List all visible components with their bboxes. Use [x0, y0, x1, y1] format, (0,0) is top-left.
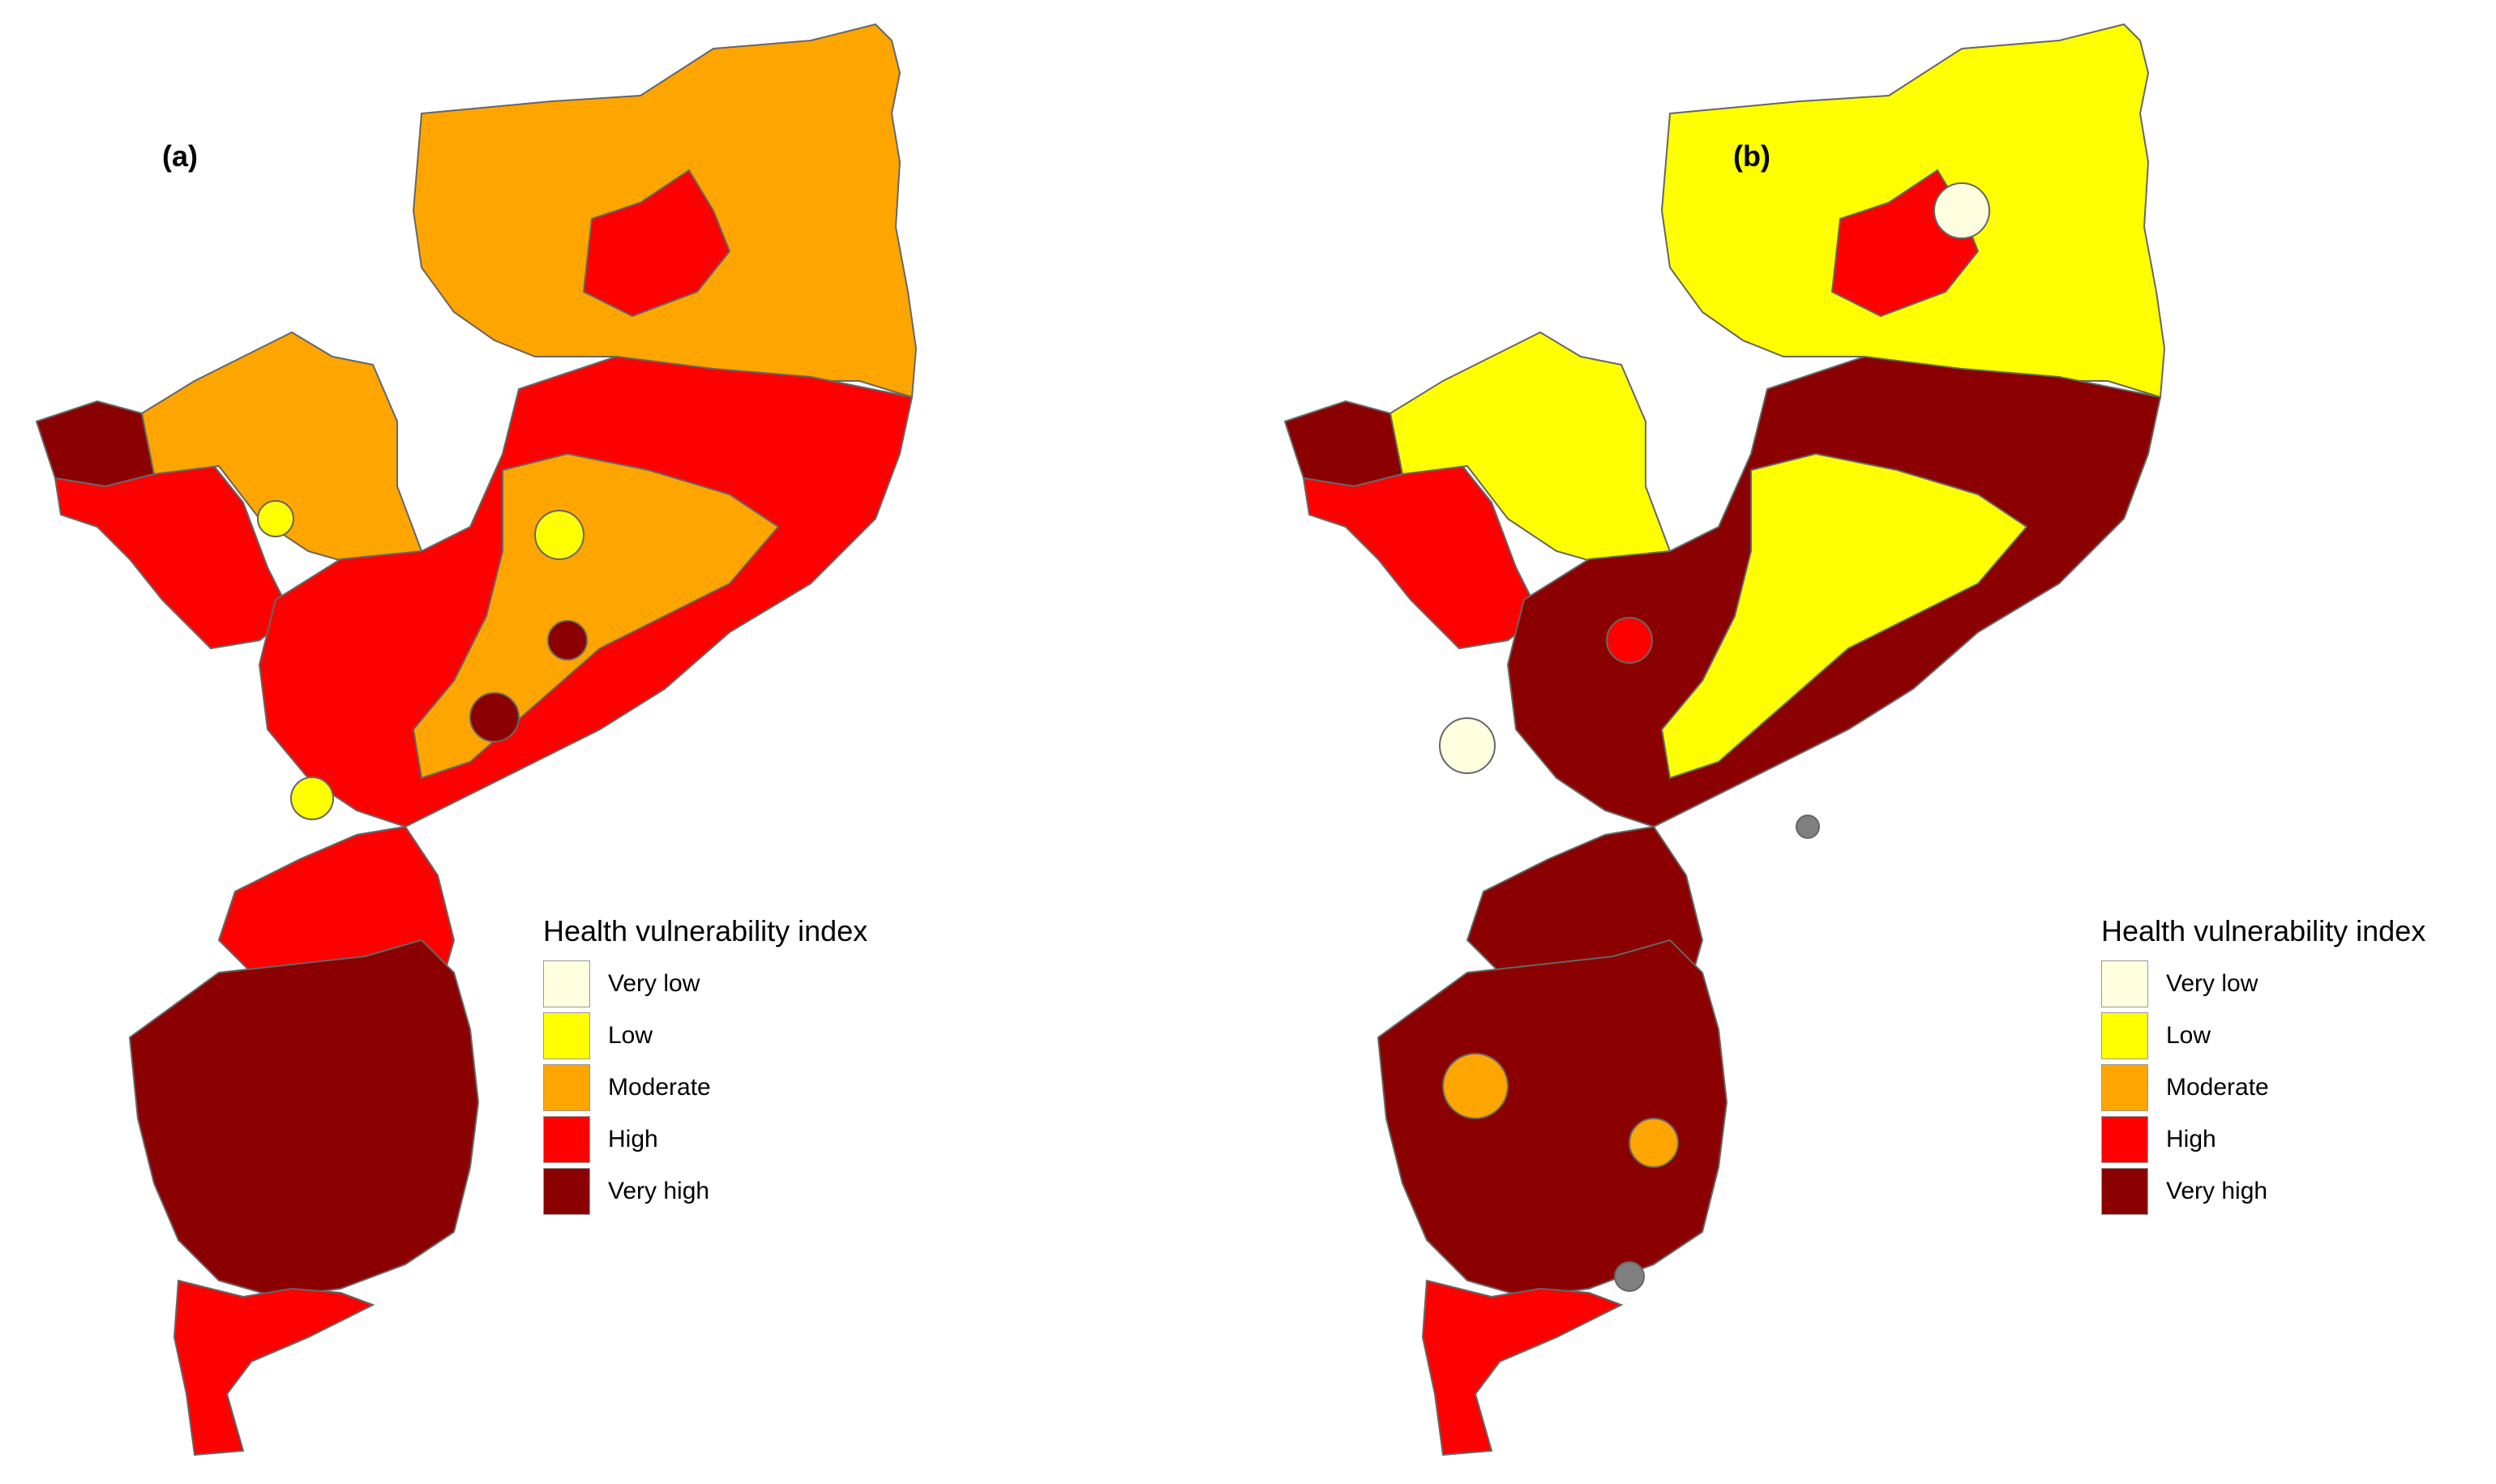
missing-data-patch	[1796, 815, 1820, 839]
legend-item-moderate: Moderate	[543, 1062, 867, 1114]
region-northwest	[1283, 400, 1404, 488]
missing-data-patch	[1614, 1261, 1645, 1292]
legend-swatch	[2101, 1012, 2148, 1059]
panel-label-b: (b)	[1733, 139, 1770, 173]
region-dot-2	[1439, 717, 1496, 774]
legend-item-high: High	[2101, 1114, 2425, 1165]
legend-swatch	[543, 960, 590, 1007]
legend-item-very-high: Very high	[543, 1165, 867, 1217]
legend-label: Very low	[608, 970, 700, 997]
region-south-tip	[1421, 1279, 1624, 1456]
legend-swatch	[543, 1168, 590, 1215]
legend-label: Very high	[2166, 1178, 2268, 1204]
region-north-inner	[582, 169, 731, 318]
legend-label: Low	[2166, 1022, 2211, 1049]
legend-swatch	[2101, 1168, 2148, 1215]
legend-item-moderate: Moderate	[2101, 1062, 2425, 1114]
legend-title: Health vulnerability index	[2101, 914, 2426, 947]
legend-label: Low	[608, 1022, 653, 1049]
legend-item-low: Low	[2101, 1010, 2425, 1062]
region-dot-5	[547, 620, 588, 661]
legend-swatch	[2101, 1064, 2148, 1111]
legend-item-low: Low	[543, 1010, 867, 1062]
legend-a: Health vulnerability index Very low Low …	[543, 914, 867, 1217]
region-dot-3	[290, 776, 334, 820]
legend-item-very-low: Very low	[543, 958, 867, 1010]
legend-item-very-low: Very low	[2101, 958, 2425, 1010]
legend-swatch	[543, 1012, 590, 1059]
legend-label: High	[608, 1126, 658, 1153]
legend-title: Health vulnerability index	[543, 914, 868, 947]
legend-item-very-high: Very high	[2101, 1165, 2425, 1217]
legend-label: Moderate	[608, 1074, 711, 1101]
legend-b: Health vulnerability index Very low Low …	[2101, 914, 2425, 1217]
legend-label: High	[2166, 1126, 2216, 1153]
legend-label: Very high	[608, 1178, 710, 1204]
region-dot-2	[257, 500, 294, 537]
legend-swatch	[2101, 1116, 2148, 1163]
map-panel-b: (b) Health vulnerability index Very low …	[1248, 0, 2496, 1484]
region-west-upper	[140, 331, 423, 569]
region-dot-1	[1933, 182, 1990, 239]
mozambique-map-b	[1283, 23, 2166, 1456]
legend-item-high: High	[543, 1114, 867, 1165]
region-dot-1	[534, 510, 584, 560]
region-west-upper	[1389, 331, 1672, 569]
region-south-core	[1376, 939, 1728, 1298]
region-northwest	[35, 400, 156, 488]
legend-label: Very low	[2166, 970, 2258, 997]
mozambique-map-a	[35, 23, 918, 1456]
region-center-east	[1660, 452, 2028, 780]
map-panel-a: (a) Health vulnerability index Very low …	[35, 23, 918, 1456]
legend-swatch	[543, 1064, 590, 1111]
legend-swatch	[2101, 960, 2148, 1007]
region-south-core	[128, 939, 480, 1298]
region-dot-3	[1442, 1053, 1509, 1119]
region-south-tip	[173, 1279, 375, 1456]
region-dot-5	[1629, 1118, 1679, 1168]
panel-label-a: (a)	[162, 139, 198, 173]
region-dot-4	[469, 692, 520, 742]
region-dot-4	[1606, 617, 1653, 664]
legend-label: Moderate	[2166, 1074, 2269, 1101]
legend-swatch	[543, 1116, 590, 1163]
